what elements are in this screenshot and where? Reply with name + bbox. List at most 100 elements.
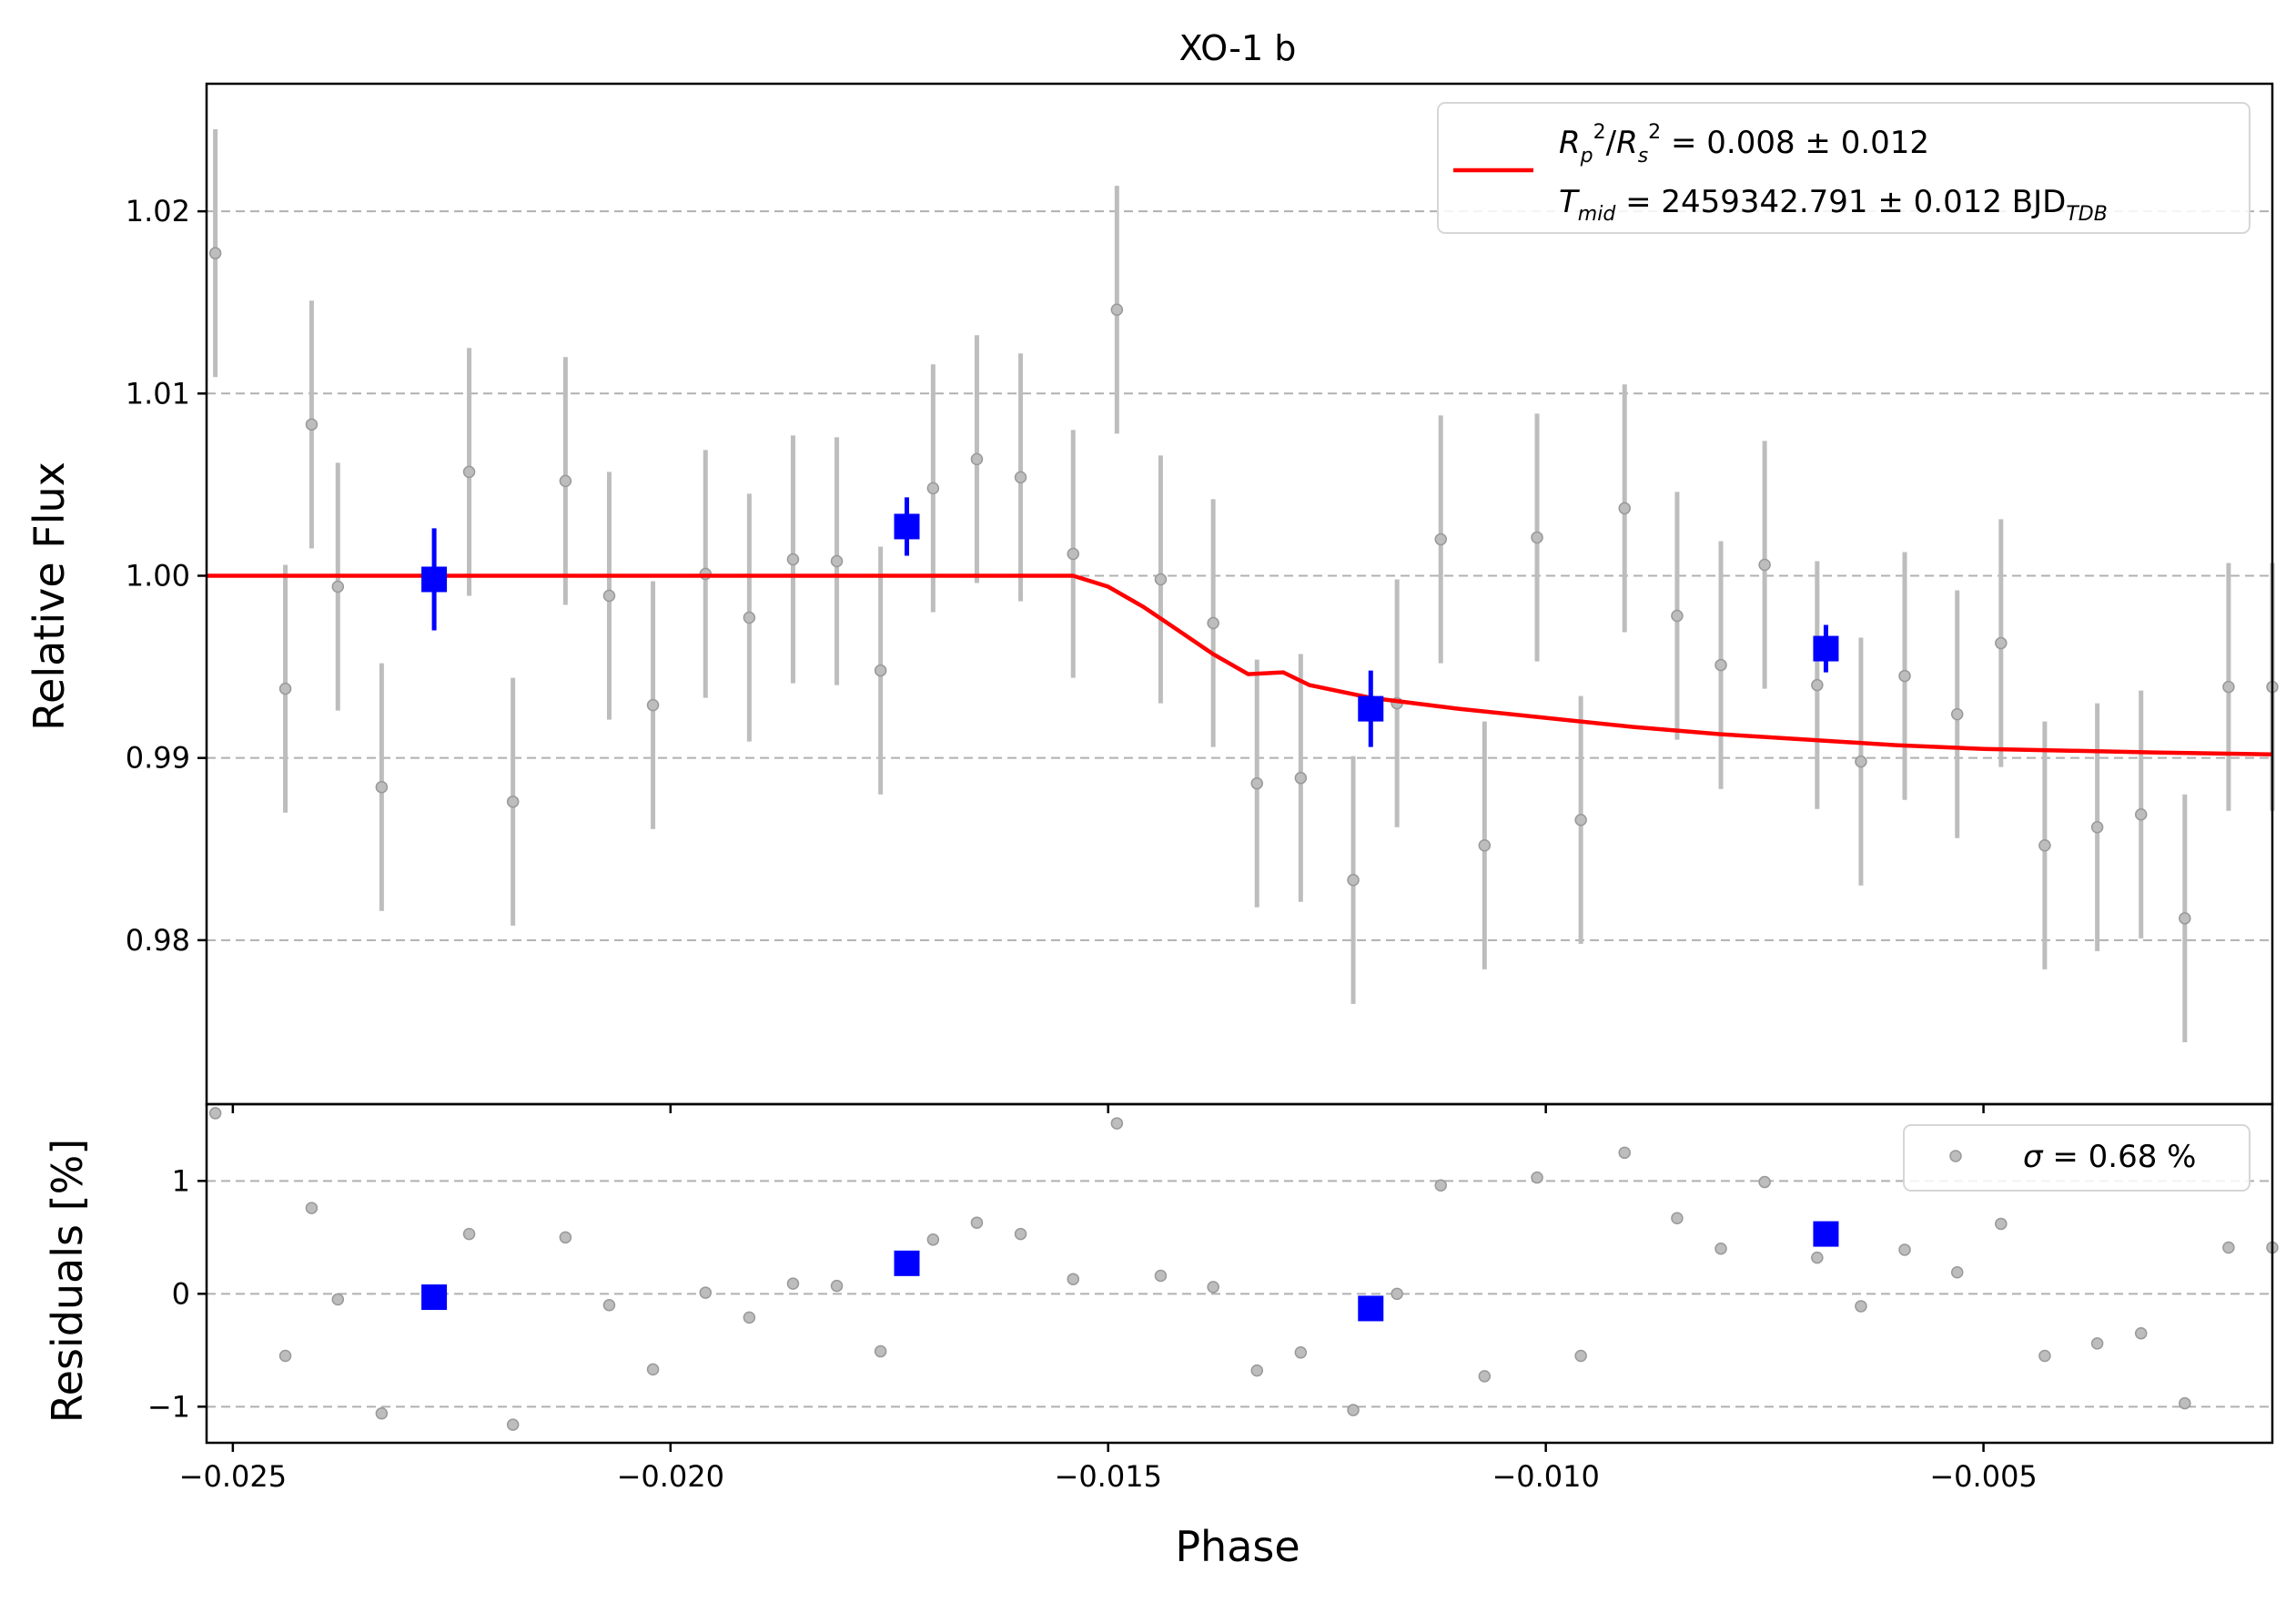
residual-point [375,1407,389,1420]
data-point [2179,912,2191,925]
residual-point [1811,1251,1824,1264]
residual-point [1758,1175,1771,1189]
residual-point [1294,1346,1308,1359]
data-point [1811,678,1824,692]
data-point [1207,616,1219,630]
residual-point [699,1286,713,1299]
main-y-tick-label: 1.00 [126,558,190,593]
x-tick-label: −0.020 [617,1459,724,1494]
residual-point [1478,1370,1492,1383]
data-point [1154,573,1168,586]
data-point [462,465,476,479]
residual-point [1531,1171,1543,1184]
residual-point [1067,1273,1079,1285]
residual-point [208,1107,222,1120]
residual-point [559,1231,572,1244]
residual-point [646,1363,660,1376]
legend-depth-text: Rp2/Rs2 = 0.008 ± 0.012 [1559,121,1929,167]
x-tick-label: −0.015 [1055,1459,1162,1494]
data-point [743,611,756,624]
data-point [1950,707,1964,721]
data-point [1014,471,1027,484]
residual-point [1950,1266,1964,1279]
data-point [208,247,222,259]
data-point [331,580,345,594]
data-point [1531,531,1543,544]
residual-point [1250,1364,1263,1377]
residual-point [830,1279,844,1293]
x-ticks: −0.025 −0.020 −0.015 −0.010 −0.005 [179,1104,2038,1494]
data-point [1714,658,1727,672]
residual-y-axis-title: Residuals [%] [43,1139,92,1423]
residual-point [2038,1349,2051,1363]
residual-point [786,1277,800,1290]
data-point [1855,755,1867,768]
x-tick-label: −0.025 [179,1459,287,1494]
x-axis-title: Phase [1175,1522,1300,1571]
data-point [2090,820,2104,834]
residual-point [602,1298,616,1312]
residual-point [462,1227,476,1241]
residual-point [1671,1212,1684,1224]
residual-point [926,1233,940,1246]
residual-point [970,1216,984,1229]
residual-point [1347,1404,1360,1416]
main-data-points [208,247,2279,925]
data-point [1758,558,1771,572]
main-legend: Rp2/Rs2 = 0.008 ± 0.012 Tmid = 2459342.7… [1437,102,2250,234]
data-point [830,554,844,568]
data-point [1995,636,2008,650]
residual-point [1391,1287,1403,1301]
data-point [278,682,292,695]
data-point [305,418,319,431]
data-point [1618,502,1631,515]
main-y-tick-label: 0.98 [126,923,190,958]
data-point [602,589,616,603]
binned-point [1358,695,1384,722]
main-y-ticks: 0.98 0.99 1.00 1.01 1.02 [126,194,207,958]
binned-residual-point [1358,1295,1384,1322]
residual-point [1995,1217,2008,1231]
data-point [1671,609,1684,623]
x-tick-label: −0.010 [1492,1459,1599,1494]
data-point [874,664,887,677]
model-line [207,573,2273,756]
residual-point [1014,1227,1027,1241]
main-y-tick-label: 1.02 [126,194,190,228]
main-y-axis-title: Relative Flux [25,462,74,731]
residual-point [506,1418,520,1431]
residual-y-tick-label: 0 [172,1276,190,1311]
data-point [1898,669,1911,683]
data-point [2134,807,2148,821]
data-point [646,698,660,712]
main-y-tick-label: 1.01 [126,376,190,411]
data-point [1434,533,1447,546]
residual-point [743,1311,756,1324]
data-point [1294,771,1308,785]
residual-legend-box [1903,1124,2250,1192]
chart-title: XO-1 b [1179,28,1297,68]
residual-point [305,1202,319,1214]
data-point [1574,813,1587,827]
data-point [2222,680,2235,694]
residual-point [2090,1337,2104,1350]
residual-point [278,1349,292,1363]
data-point [1110,303,1124,316]
data-point [1347,874,1360,887]
residual-point [2134,1326,2148,1340]
legend-tmid-text: Tmid = 2459342.791 ± 0.012 BJDTDB [1559,184,2108,226]
legend-residual-marker [1949,1150,1962,1162]
data-point [2038,838,2051,852]
residual-y-tick-label: 1 [172,1163,190,1198]
main-y-tick-label: 0.99 [126,741,190,776]
data-point [1067,547,1079,561]
binned-point [1813,635,1839,662]
data-point [926,482,940,495]
residual-point [1434,1179,1447,1192]
residual-point [1110,1117,1124,1130]
residual-point [1154,1269,1168,1283]
data-point [375,780,389,794]
main-binned-points [421,497,1839,747]
